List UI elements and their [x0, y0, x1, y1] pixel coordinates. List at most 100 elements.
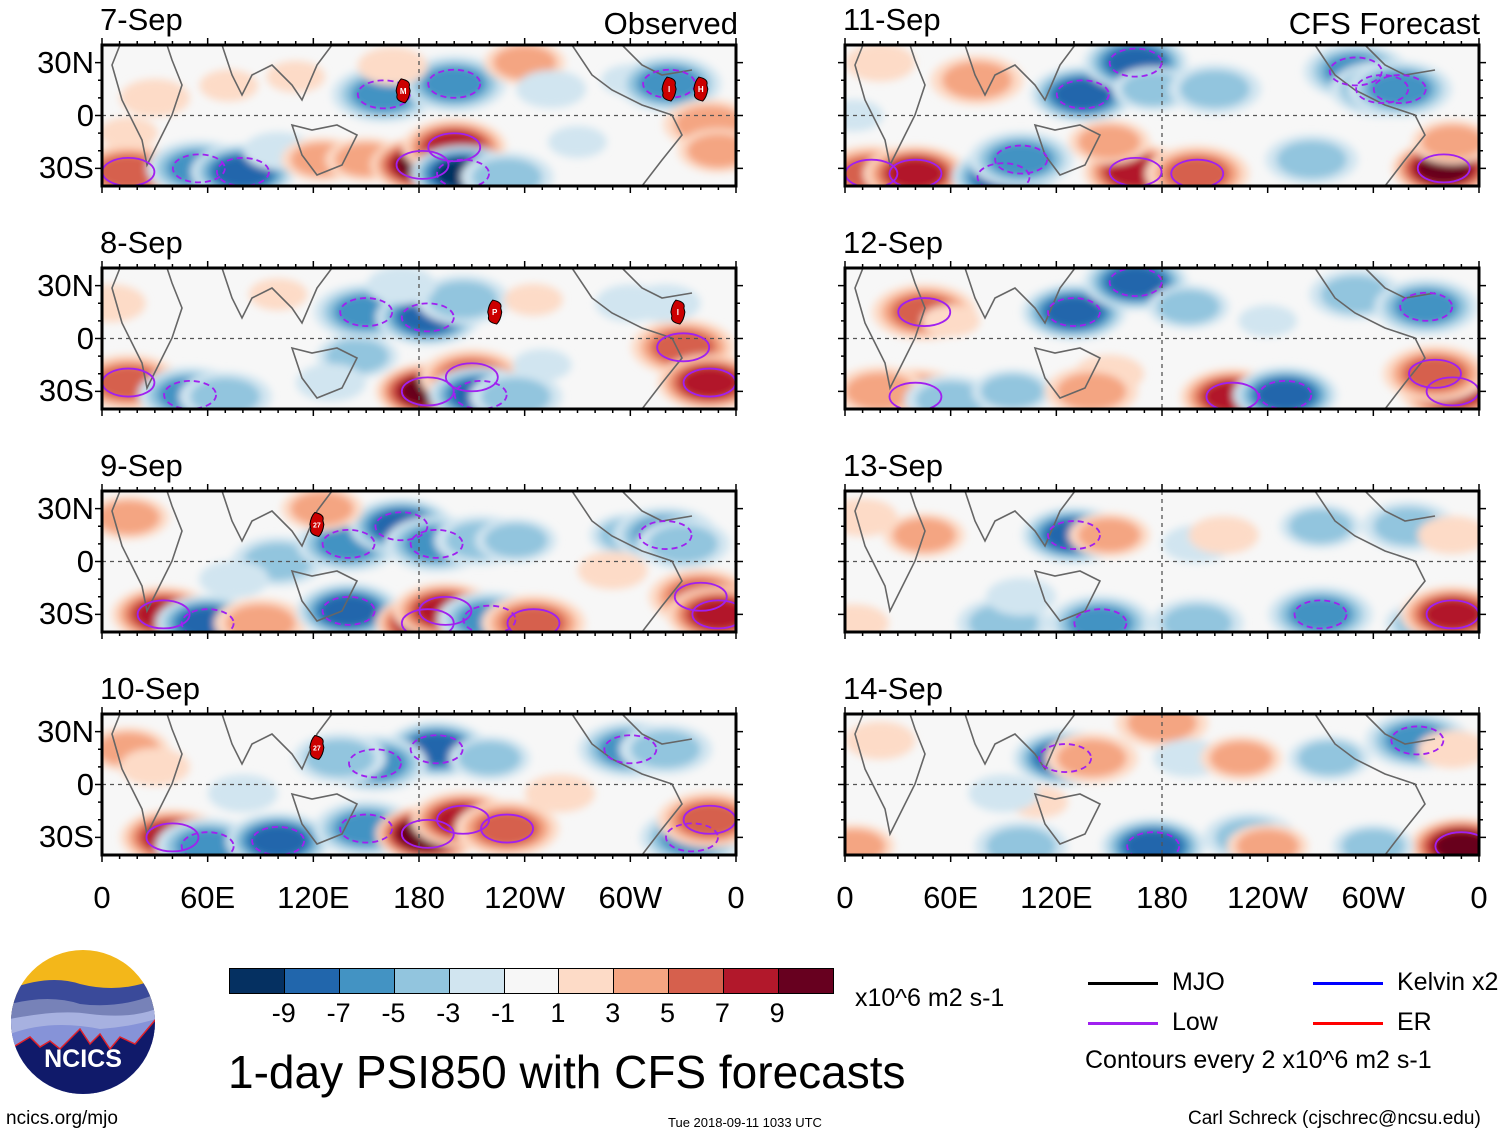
colorbar-tick-label: 5: [660, 998, 676, 1028]
tropical-cyclone-icon[interactable]: 27: [309, 734, 325, 761]
anomaly-cell: [619, 724, 712, 775]
anomaly-level: [207, 774, 278, 813]
legend-line-swatch: [1313, 1022, 1383, 1025]
low-contour: [1390, 725, 1445, 756]
anomaly-cell: [226, 812, 331, 855]
anomaly-level: [1423, 598, 1479, 631]
colorbar-swatch: [339, 969, 395, 993]
low-contour: [638, 520, 693, 550]
anomaly-cell: [448, 736, 531, 781]
anomaly-cell: [636, 518, 730, 569]
anomaly-cell: [1347, 61, 1452, 118]
anomaly-level: [472, 158, 543, 186]
coastline: [1033, 346, 1102, 399]
coastline: [290, 792, 359, 845]
x-tick-label: 0: [836, 880, 854, 915]
tropical-cyclone-icon[interactable]: H: [693, 76, 709, 102]
anomaly-cell: [1279, 504, 1362, 549]
anomaly-cell: [416, 274, 510, 325]
anomaly-level: [357, 47, 428, 86]
anomaly-level: [1236, 828, 1300, 855]
storm-label: M: [400, 87, 407, 96]
anomaly-level: [1420, 124, 1479, 160]
anomaly-level: [686, 133, 736, 168]
x-tick-label: 60E: [180, 880, 236, 915]
anomaly-level: [102, 117, 158, 150]
low-contour: [400, 818, 455, 849]
anomaly-level: [1188, 516, 1259, 555]
x-tick-label: 60W: [1341, 880, 1406, 915]
coastline: [1314, 45, 1426, 186]
tropical-cyclone-icon[interactable]: I: [661, 76, 677, 102]
colorbar-tick-label: 7: [714, 998, 730, 1028]
storm-label: 27: [313, 745, 321, 752]
low-contour: [1434, 831, 1479, 855]
coastlines: [854, 268, 1436, 409]
anomaly-cell: [1200, 736, 1282, 781]
legend-line-swatch: [1088, 982, 1158, 985]
low-contour: [145, 822, 200, 853]
colorbar-swatch: [504, 969, 560, 993]
anomaly-level: [199, 560, 270, 599]
colorbar-tick-label: -9: [271, 998, 296, 1028]
low-contour: [1408, 358, 1462, 389]
anomaly-cell: [178, 371, 272, 409]
anomaly-cell: [1411, 119, 1479, 164]
anomaly-level: [1320, 275, 1391, 314]
anomaly-cell: [504, 283, 563, 316]
coastline: [571, 714, 683, 855]
anomaly-cell: [986, 577, 1057, 616]
anomaly-level: [1367, 71, 1433, 107]
x-tick-label: 120W: [484, 880, 566, 915]
anomaly-cell: [1417, 516, 1479, 555]
anomaly-cell: [1045, 366, 1138, 409]
tropical-cyclone-icon[interactable]: I: [670, 299, 686, 325]
tropical-cyclone-icon[interactable]: 27: [309, 511, 325, 538]
panel-date-label: 8-Sep: [100, 225, 183, 260]
y-tick-label: 0: [76, 97, 94, 133]
anomaly-level: [119, 78, 190, 117]
anomaly-level: [1434, 831, 1479, 855]
coastline: [621, 714, 693, 745]
low-contour: [418, 595, 473, 626]
anomaly-level: [1077, 124, 1141, 160]
anomaly-cell: [845, 824, 895, 855]
low-contour: [180, 608, 235, 632]
legend-label: Low: [1172, 1008, 1218, 1036]
anomaly-level: [1288, 509, 1353, 544]
anomaly-cell: [657, 791, 736, 848]
low-contour: [427, 132, 482, 163]
anomaly-cell: [845, 498, 898, 537]
anomaly-cell: [1409, 818, 1479, 855]
anomaly-cell: [969, 131, 1074, 186]
anomaly-cell: [1101, 818, 1206, 855]
coastline: [1033, 123, 1102, 176]
low-contour: [888, 158, 943, 186]
anomaly-cell: [1288, 736, 1370, 781]
anomaly-cell: [1150, 598, 1244, 632]
map-panel: 27: [95, 707, 743, 862]
tropical-cyclone-icon[interactable]: P: [487, 299, 503, 325]
colorbar-swatch: [614, 969, 670, 993]
coastline: [111, 268, 183, 391]
coastline: [571, 491, 683, 632]
tropical-cyclone-icon[interactable]: M: [395, 78, 411, 104]
site-url[interactable]: ncics.org/mjo: [6, 1108, 118, 1129]
colorbar-tick-label: -1: [491, 998, 516, 1028]
anomaly-cell: [460, 152, 554, 186]
legend-line-swatch: [1088, 1022, 1158, 1025]
anomaly-cell: [1238, 304, 1297, 337]
contour-note: Contours every 2 x10^6 m2 s-1: [1085, 1046, 1432, 1074]
low-contour: [1328, 56, 1383, 87]
anomaly-level: [1077, 517, 1141, 553]
low-contour: [1047, 520, 1101, 550]
anomaly-level: [1123, 830, 1183, 855]
coastline: [964, 268, 1076, 325]
colorbar-tick-label: -3: [436, 998, 461, 1028]
anomaly-cell: [548, 125, 607, 158]
anomaly-cell: [1227, 824, 1309, 855]
low-contour: [897, 297, 952, 327]
legend-label: ER: [1397, 1008, 1432, 1036]
legend-label: MJO: [1172, 968, 1225, 996]
